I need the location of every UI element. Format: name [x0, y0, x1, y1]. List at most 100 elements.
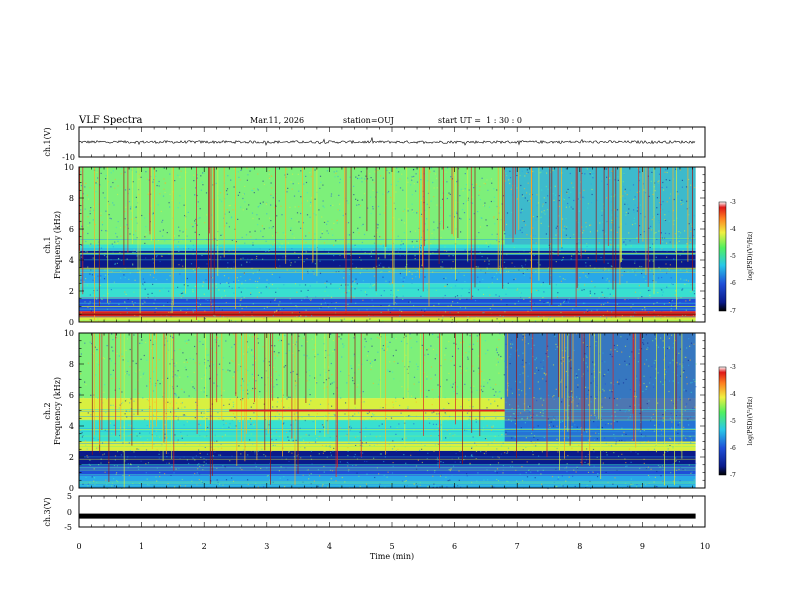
spectrogram-speck: [479, 281, 481, 283]
spectrogram-speck: [339, 178, 341, 180]
spectrogram-speck: [475, 183, 477, 186]
spectrogram-speck: [169, 173, 171, 175]
spectrogram-speck: [358, 364, 360, 366]
spectrogram-speck: [623, 271, 626, 273]
spectrogram-speck: [214, 482, 216, 485]
spectrogram-speck: [495, 294, 497, 296]
spectrogram-speck: [333, 255, 335, 257]
spectrogram-speck: [135, 230, 137, 232]
spectrogram-speck: [359, 256, 361, 258]
spectrogram-speck: [382, 193, 384, 195]
spectrogram-speck: [169, 395, 171, 397]
spectrogram-speck: [370, 177, 372, 179]
spectrogram-speck: [200, 412, 202, 414]
spectrogram-speck: [152, 213, 154, 215]
spectrogram-speck: [450, 176, 452, 178]
spectrogram-speck: [669, 179, 671, 181]
spectrogram-speck: [536, 399, 538, 402]
spectrogram-speck: [686, 246, 688, 248]
spectrogram-speck: [397, 180, 399, 183]
spectrogram-speck: [534, 320, 537, 322]
spectrogram-speck: [681, 179, 683, 181]
spectrogram-speck: [658, 222, 660, 224]
spectrogram-speck: [589, 172, 591, 174]
spectrogram-speck: [278, 200, 280, 202]
spectrogram-speck: [110, 354, 112, 356]
spectrogram-speck: [134, 252, 136, 254]
spectrogram-speck: [671, 270, 673, 272]
spectrogram-speck: [186, 340, 188, 342]
spectrogram-speck: [226, 434, 228, 436]
spectrogram-speck: [366, 339, 368, 341]
spectrogram-speck: [84, 440, 87, 442]
spectrogram-speck: [204, 318, 206, 320]
spectrogram-speck: [680, 201, 682, 203]
spectrogram-speck: [232, 376, 234, 378]
spectrogram-speck: [449, 209, 451, 211]
spectrogram-speck: [503, 261, 506, 263]
spectrogram-speck: [609, 293, 611, 295]
spectrogram-speck: [168, 202, 170, 204]
spectrogram-speck: [96, 447, 98, 449]
spectrogram-speck: [511, 392, 513, 394]
spectrogram-speck: [370, 318, 372, 320]
spectrogram-speck: [265, 433, 267, 435]
spectrogram-speck: [398, 221, 400, 223]
spectrogram-speck: [431, 389, 434, 391]
spectrogram-speck: [588, 273, 590, 275]
spectrogram-speck: [590, 183, 592, 185]
spectrogram-speck: [428, 389, 430, 392]
spectrogram-speck: [624, 191, 626, 193]
spectrogram-speck: [505, 286, 507, 288]
spectrogram-speck: [679, 302, 681, 304]
spectrogram-speck: [570, 359, 572, 361]
spectrogram-speck: [382, 320, 384, 322]
spectrogram-speck: [600, 256, 602, 258]
spectrogram-speck: [669, 300, 671, 302]
spectrogram-speck: [654, 377, 657, 379]
spectrogram-speck: [480, 256, 482, 258]
spectrogram-speck: [564, 225, 566, 227]
spectrogram-speck: [496, 205, 498, 208]
spectrogram-speck: [195, 401, 197, 403]
spectrogram-speck: [295, 385, 297, 387]
spectrogram-speck: [244, 201, 246, 203]
spectrogram-speck: [267, 474, 269, 476]
spectrogram-speck: [112, 246, 114, 248]
spectrogram-speck: [542, 415, 544, 417]
spectrogram-speck: [594, 293, 596, 295]
spectrogram-speck: [241, 296, 243, 298]
spectrogram-speck: [660, 475, 662, 477]
spectrogram-speck: [367, 371, 369, 373]
spectrogram-speck: [617, 181, 619, 183]
spectrogram-speck: [576, 405, 578, 407]
spectrogram-speck: [348, 273, 350, 275]
spectrogram-speck: [89, 341, 91, 343]
spectrogram-speck: [80, 279, 82, 281]
spectrogram-speck: [669, 197, 671, 199]
spectrogram-speck: [569, 206, 571, 208]
spectrogram-speck: [498, 372, 500, 374]
spectrogram-speck: [459, 365, 461, 368]
spectrogram-speck: [480, 269, 482, 271]
ch1-freq-tick: 4: [69, 256, 74, 265]
spectrogram-speck: [330, 296, 333, 298]
spectrogram-speck: [98, 241, 100, 243]
spectrogram-speck: [241, 469, 243, 471]
spectrogram-speck: [216, 385, 218, 387]
spectrogram-speck: [585, 459, 588, 461]
spectrogram-speck: [336, 222, 338, 224]
spectrogram-speck: [121, 305, 123, 307]
spectrogram-speck: [693, 479, 695, 481]
spectrogram-speck: [415, 465, 418, 467]
spectrogram-speck: [670, 304, 673, 306]
spectrogram-speck: [389, 171, 391, 173]
spectrogram-speck: [427, 486, 429, 488]
spectrogram-speck: [239, 299, 241, 301]
spectrogram-speck: [465, 200, 468, 202]
spectrogram-speck: [531, 337, 533, 339]
spectrogram-speck: [334, 312, 337, 314]
spectrogram-speck: [472, 455, 474, 457]
spectrogram-speck: [535, 219, 537, 221]
spectrogram-speck: [145, 463, 147, 465]
